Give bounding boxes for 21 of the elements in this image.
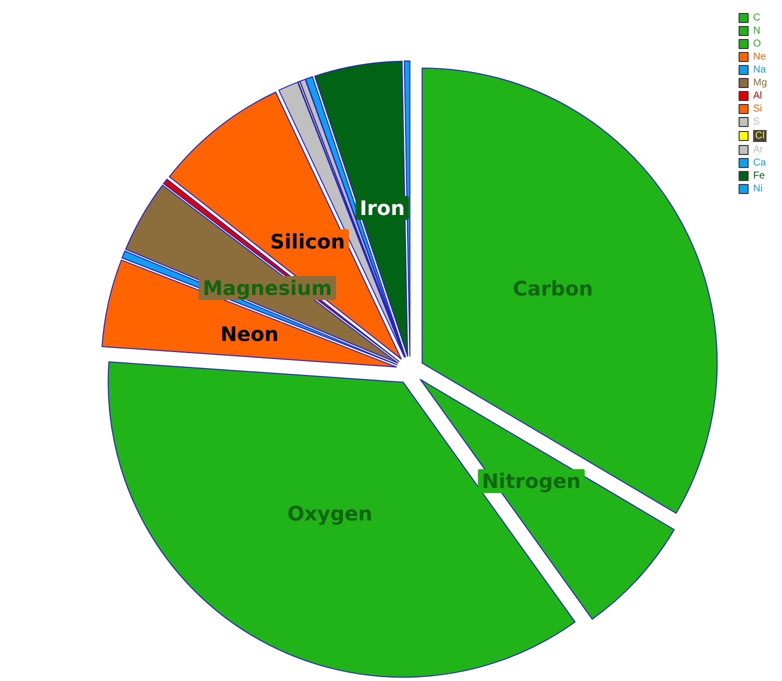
data-label: Neon [220,322,279,346]
legend-label: Al [753,90,762,102]
legend-label: C [753,12,760,24]
legend-label: Mg [753,78,768,88]
legend-label: Ni [753,184,763,194]
legend-label: Ne [753,52,766,62]
legend-label: N [753,26,760,36]
legend-label: Si [753,104,762,114]
data-label: Magnesium [202,276,332,300]
legend-label: S [753,116,760,128]
legend-label: Ca [753,158,766,168]
legend-label: Cl [755,130,765,142]
legend-label: O [753,38,762,50]
legend-label: Ar [753,144,764,156]
data-label: Nitrogen [482,469,581,494]
data-label: Oxygen [287,502,372,526]
legend-label: Na [753,64,766,76]
data-label: Silicon [270,229,345,254]
data-label: Iron [360,196,405,220]
data-label: Carbon [512,276,594,300]
legend-label: Fe [753,170,766,182]
